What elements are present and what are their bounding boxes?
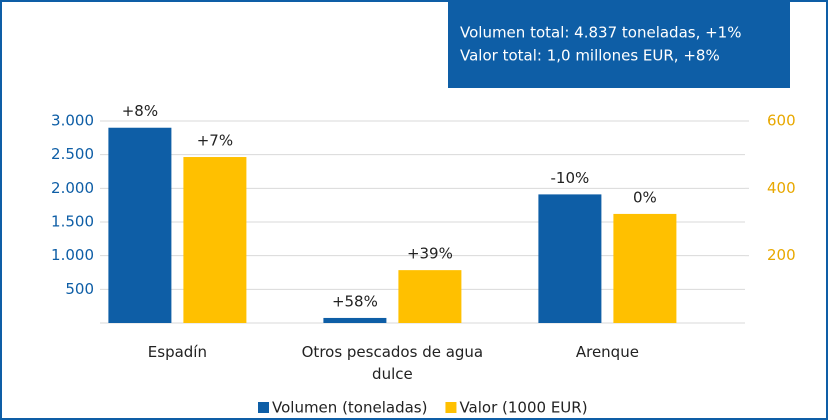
info-box (448, 2, 790, 88)
change-label: +39% (407, 245, 453, 263)
y-tick-label: 1.500 (51, 213, 94, 231)
change-label: -10% (551, 169, 590, 187)
y-tick-label: 2.000 (51, 179, 94, 197)
x-tick-label: Otros pescados de agua dulce (301, 343, 484, 383)
change-label: +7% (197, 132, 233, 150)
bar (538, 194, 602, 323)
y2-tick-label: 600 (767, 112, 796, 130)
info-line: Volumen total: 4.837 toneladas, +1% (460, 24, 741, 42)
legend-swatch (445, 402, 457, 413)
bar (398, 270, 462, 323)
info-line: Valor total: 1,0 millones EUR, +8% (460, 47, 720, 65)
y-tick-label: 2.500 (51, 145, 94, 163)
bar (108, 127, 172, 323)
y-tick-label: 1.000 (51, 246, 94, 264)
y-tick-label: 3.000 (51, 112, 94, 130)
change-label: +58% (332, 292, 378, 310)
y2-tick-label: 200 (767, 246, 796, 264)
legend-label: Volumen (toneladas) (272, 399, 427, 417)
bar (323, 317, 387, 323)
y2-tick-label: 400 (767, 179, 796, 197)
x-tick-label: Espadín (147, 343, 207, 361)
x-tick-label: Arenque (575, 343, 639, 361)
change-label: 0% (633, 188, 657, 206)
bar (183, 157, 247, 323)
bar (613, 213, 677, 323)
y-tick-label: 500 (65, 280, 94, 298)
legend-label: Valor (1000 EUR) (459, 399, 587, 417)
change-label: +8% (122, 102, 158, 120)
legend-swatch (258, 402, 269, 413)
